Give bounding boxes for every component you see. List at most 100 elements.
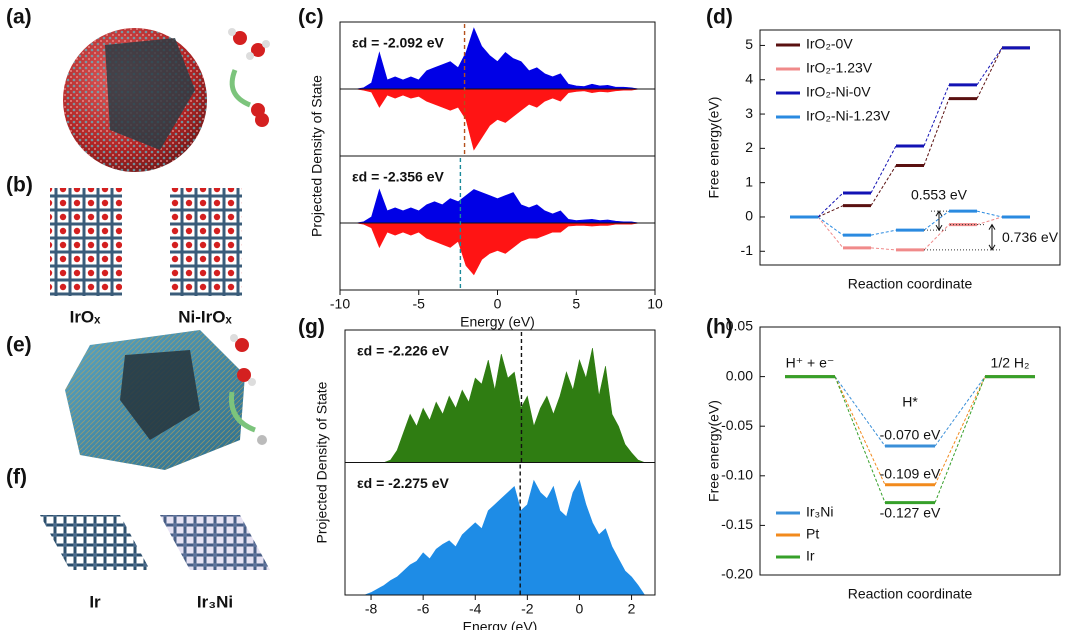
legend-label: IrO₂-1.23V — [806, 60, 873, 76]
y-tick-label: -0.15 — [721, 516, 753, 532]
state-label: H⁺ + e⁻ — [786, 354, 835, 370]
x-axis-label: Reaction coordinate — [848, 276, 973, 292]
y-tick-label: -0.20 — [721, 566, 753, 582]
connector — [870, 229, 897, 236]
connector — [934, 376, 986, 503]
plot-frame — [344, 329, 656, 596]
y-tick-label: 0.00 — [726, 367, 753, 383]
x-tick-label: -8 — [365, 601, 378, 617]
y-axis-label: Free energy(eV) — [706, 400, 722, 502]
y-tick-label: 1 — [745, 173, 753, 189]
x-tick-label: -6 — [417, 601, 430, 617]
connector — [976, 216, 1003, 226]
annotation: 0.736 eV — [1002, 229, 1059, 245]
annotation: εd = -2.356 eV — [352, 169, 445, 185]
x-axis-label: Reaction coordinate — [848, 586, 973, 602]
legend-label: IrO₂-Ni-0V — [806, 84, 871, 100]
x-tick-label: 0 — [576, 601, 584, 617]
connector — [976, 47, 1003, 86]
annotation: εd = -2.226 eV — [357, 343, 450, 359]
dos-area — [340, 88, 655, 151]
panel-label: (h) — [706, 316, 733, 339]
connector — [976, 47, 1003, 99]
panel-label: (c) — [298, 6, 324, 29]
connector — [923, 224, 950, 251]
connector — [834, 376, 886, 503]
connector — [934, 376, 986, 485]
connector — [817, 216, 844, 236]
value-label: -0.109 eV — [880, 465, 941, 481]
state-label: H* — [902, 393, 918, 409]
panel-label: (e) — [6, 334, 32, 357]
connector — [923, 210, 950, 231]
x-tick-label: 2 — [628, 601, 636, 617]
panel-label: (b) — [6, 174, 33, 197]
x-tick-label: 10 — [647, 296, 663, 312]
y-axis-label: Projected Density of State — [309, 75, 325, 237]
connector — [817, 192, 844, 218]
y-tick-label: 0.05 — [726, 318, 753, 334]
state-label: 1/2 H₂ — [991, 354, 1030, 370]
y-axis-label: Projected Density of State — [314, 381, 330, 543]
y-tick-label: -1 — [741, 242, 754, 258]
connector — [923, 98, 950, 166]
connector — [870, 145, 897, 194]
x-tick-label: 0 — [494, 296, 502, 312]
dos-area — [340, 188, 655, 224]
legend-label: Ir₃Ni — [806, 504, 833, 520]
annotation: εd = -2.092 eV — [352, 35, 445, 51]
structure-label: Ni-IrOₓ — [178, 307, 232, 326]
y-tick-label: 5 — [745, 36, 753, 52]
y-tick-label: -0.10 — [721, 467, 753, 483]
structure-a — [63, 28, 270, 172]
legend-label: Ir — [806, 548, 815, 564]
legend-label: IrO₂-Ni-1.23V — [806, 108, 891, 124]
structure-label: Ir₃Ni — [197, 592, 233, 611]
structure-f: Ir Ir₃Ni — [40, 515, 270, 611]
annotation: 0.553 eV — [911, 186, 968, 202]
dos-area — [358, 348, 645, 463]
connector — [870, 165, 897, 206]
connector — [870, 247, 897, 251]
x-tick-label: -5 — [413, 296, 426, 312]
panel-label: (f) — [6, 466, 27, 489]
arrowhead — [988, 223, 996, 251]
y-tick-label: 3 — [745, 105, 753, 121]
value-label: -0.070 eV — [880, 427, 941, 443]
connector — [817, 216, 844, 249]
y-tick-label: 4 — [745, 70, 753, 86]
panel-label: (g) — [298, 316, 325, 339]
connector — [817, 205, 844, 218]
connector — [976, 210, 1003, 218]
dos-area — [358, 479, 646, 596]
y-tick-label: 0 — [745, 208, 753, 224]
panel-label: (a) — [6, 6, 32, 29]
connector — [934, 376, 986, 447]
legend-label: Pt — [806, 526, 819, 542]
arrowhead — [935, 210, 943, 232]
plot-frame — [759, 326, 1061, 576]
structure-label: IrOₓ — [70, 307, 102, 326]
y-tick-label: -0.05 — [721, 417, 753, 433]
x-tick-label: -2 — [521, 601, 534, 617]
panel-label: (d) — [706, 6, 733, 29]
dos-area — [340, 222, 655, 276]
connector — [834, 376, 886, 447]
x-axis-label: Energy (eV) — [460, 314, 535, 330]
structure-label: Ir — [89, 592, 101, 611]
value-label: -0.127 eV — [880, 504, 941, 520]
legend-label: IrO₂-0V — [806, 36, 853, 52]
structure-b: IrOₓ Ni-IrOₓ — [50, 188, 242, 326]
y-tick-label: 2 — [745, 139, 753, 155]
annotation: εd = -2.275 eV — [357, 475, 450, 491]
x-tick-label: -4 — [469, 601, 482, 617]
x-tick-label: 5 — [572, 296, 580, 312]
y-axis-label: Free energy(eV) — [706, 97, 722, 199]
connector — [834, 376, 886, 485]
plot-frame — [759, 29, 1061, 266]
connector — [923, 84, 950, 147]
dos-area — [340, 27, 655, 90]
x-tick-label: -10 — [330, 296, 350, 312]
x-axis-label: Energy (eV) — [463, 619, 538, 630]
